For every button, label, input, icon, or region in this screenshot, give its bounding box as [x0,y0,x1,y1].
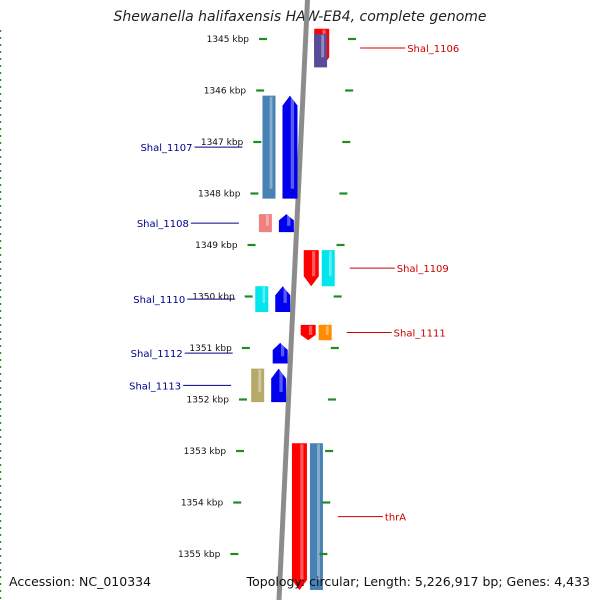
gene-highlight [279,369,283,393]
gene-feature[interactable] [262,95,276,199]
gene-label[interactable]: Shal_1113 [129,381,181,392]
gene-feature[interactable] [300,324,316,341]
gene-highlight [328,251,332,277]
gene-highlight [287,215,291,226]
gene-label[interactable]: thrA [385,513,406,524]
axis-tick-label: 1347 kbp [201,138,244,148]
gene-highlight [266,215,269,226]
gene-label[interactable]: Shal_1112 [131,349,183,360]
gene-highlight [321,34,325,58]
gene-label[interactable]: Shal_1107 [140,143,192,154]
gene-feature[interactable] [275,286,291,312]
axis-tick-label: 1349 kbp [195,241,238,251]
gene-highlight [300,444,304,581]
axis-tick-label: 1348 kbp [198,190,241,200]
gene-label[interactable]: Shal_1109 [397,264,449,275]
gene-highlight [325,325,329,335]
gene-feature[interactable] [251,368,265,403]
gene-labels: Shal_1106 Shal_1107 Shal_1108 Shal_1109 Shal… [129,44,459,524]
axis-tick-label: 1353 kbp [184,447,227,457]
gene-highlight [308,325,313,335]
axis-tick-label: 1351 kbp [189,344,232,354]
gene-feature[interactable] [258,214,272,233]
gene-highlight [280,343,285,357]
axis-tick-label: 1352 kbp [187,396,230,406]
genome-summary-text: Topology: circular; Length: 5,226,917 bp… [246,574,590,589]
genome-backbone [276,0,310,600]
gene-feature[interactable] [303,250,319,287]
gene-highlight [269,96,273,189]
backbone [276,0,310,600]
gene-feature[interactable] [272,342,288,364]
axis-tick-label: 1346 kbp [204,87,247,97]
gene-features [251,28,335,591]
gene-highlight [258,369,262,393]
gene-feature[interactable] [278,214,294,233]
gene-feature[interactable] [291,443,307,591]
map-title: Shewanella halifaxensis HAW-EB4, complet… [113,9,487,25]
gene-highlight [290,96,295,189]
gene-feature[interactable] [271,368,287,403]
gene-feature[interactable] [321,250,335,287]
gene-feature[interactable] [309,443,323,591]
axis-tick-label: 1350 kbp [192,293,235,303]
gene-highlight [283,287,287,303]
gene-highlight [262,287,266,303]
gene-label[interactable]: Shal_1111 [394,329,446,340]
gene-feature[interactable] [314,33,328,68]
gene-feature[interactable] [318,324,332,341]
axis-tick-label: 1354 kbp [181,499,224,509]
gene-highlight [311,251,316,277]
gene-label[interactable]: Shal_1110 [133,295,185,306]
axis-tick-label: 1345 kbp [207,35,250,45]
accession-text: Accession: NC_010334 [9,574,152,589]
axis-tick-label: 1355 kbp [178,550,221,560]
gene-highlight [317,444,320,581]
gene-feature[interactable] [282,95,298,199]
gene-label[interactable]: Shal_1106 [407,44,459,55]
axis-ticks: 1345 kbp 1346 kbp 1347 kbp 1348 kbp 1349 kbp… [178,35,356,560]
gene-label[interactable]: Shal_1108 [137,219,189,230]
gene-feature[interactable] [255,286,269,312]
